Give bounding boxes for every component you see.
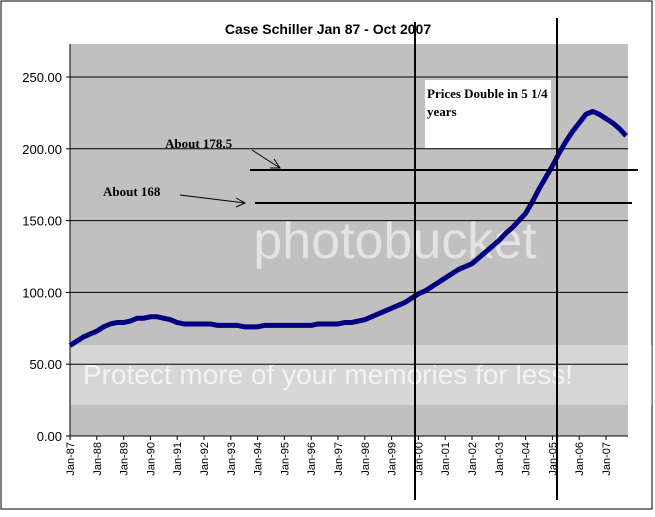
x-tick-label: Jan-04 (521, 442, 533, 476)
x-tick-label: Jan-06 (574, 442, 586, 476)
annotation: About 178.5 (165, 136, 233, 151)
x-tick-label: Jan-93 (226, 442, 238, 476)
x-tick-label: Jan-91 (172, 442, 184, 476)
x-tick-label: Jan-02 (467, 442, 479, 476)
x-tick-label: Jan-87 (65, 442, 77, 476)
x-tick-label: Jan-01 (440, 442, 452, 476)
y-tick-label: 150.00 (22, 214, 62, 229)
y-tick-label: 200.00 (22, 142, 62, 157)
y-tick-label: 250.00 (22, 70, 62, 85)
watermark: Protect more of your memories for less! (83, 359, 573, 390)
annotation-arrow (179, 194, 247, 208)
chart-title: Case Schiller Jan 87 - Oct 2007 (225, 21, 431, 37)
y-tick-label: 100.00 (22, 285, 62, 300)
annotation-arrow (251, 149, 281, 169)
annotation: About 168 (103, 184, 161, 199)
annotation-box (425, 80, 551, 148)
x-tick-label: Jan-03 (494, 442, 506, 476)
data-line (68, 108, 628, 348)
annotation: Prices Double in 5 1/4 years (427, 86, 548, 119)
x-tick-label: Jan-99 (387, 442, 399, 476)
x-tick-label: Jan-88 (92, 442, 104, 476)
x-tick-label: Jan-95 (279, 442, 291, 476)
x-tick-label: Jan-96 (306, 442, 318, 476)
x-tick-label: Jan-98 (360, 442, 372, 476)
watermark-band (2, 345, 652, 405)
x-tick-label: Jan-00 (413, 442, 425, 476)
watermark: photobucket (253, 212, 537, 270)
y-tick-label: 50.00 (29, 357, 62, 372)
x-tick-label: Jan-92 (199, 442, 211, 476)
x-tick-label: Jan-07 (601, 442, 613, 476)
x-tick-label: Jan-90 (145, 442, 157, 476)
x-tick-label: Jan-89 (119, 442, 131, 476)
y-tick-label: 0.00 (37, 429, 62, 444)
x-tick-label: Jan-97 (333, 442, 345, 476)
x-tick-label: Jan-94 (253, 442, 265, 476)
